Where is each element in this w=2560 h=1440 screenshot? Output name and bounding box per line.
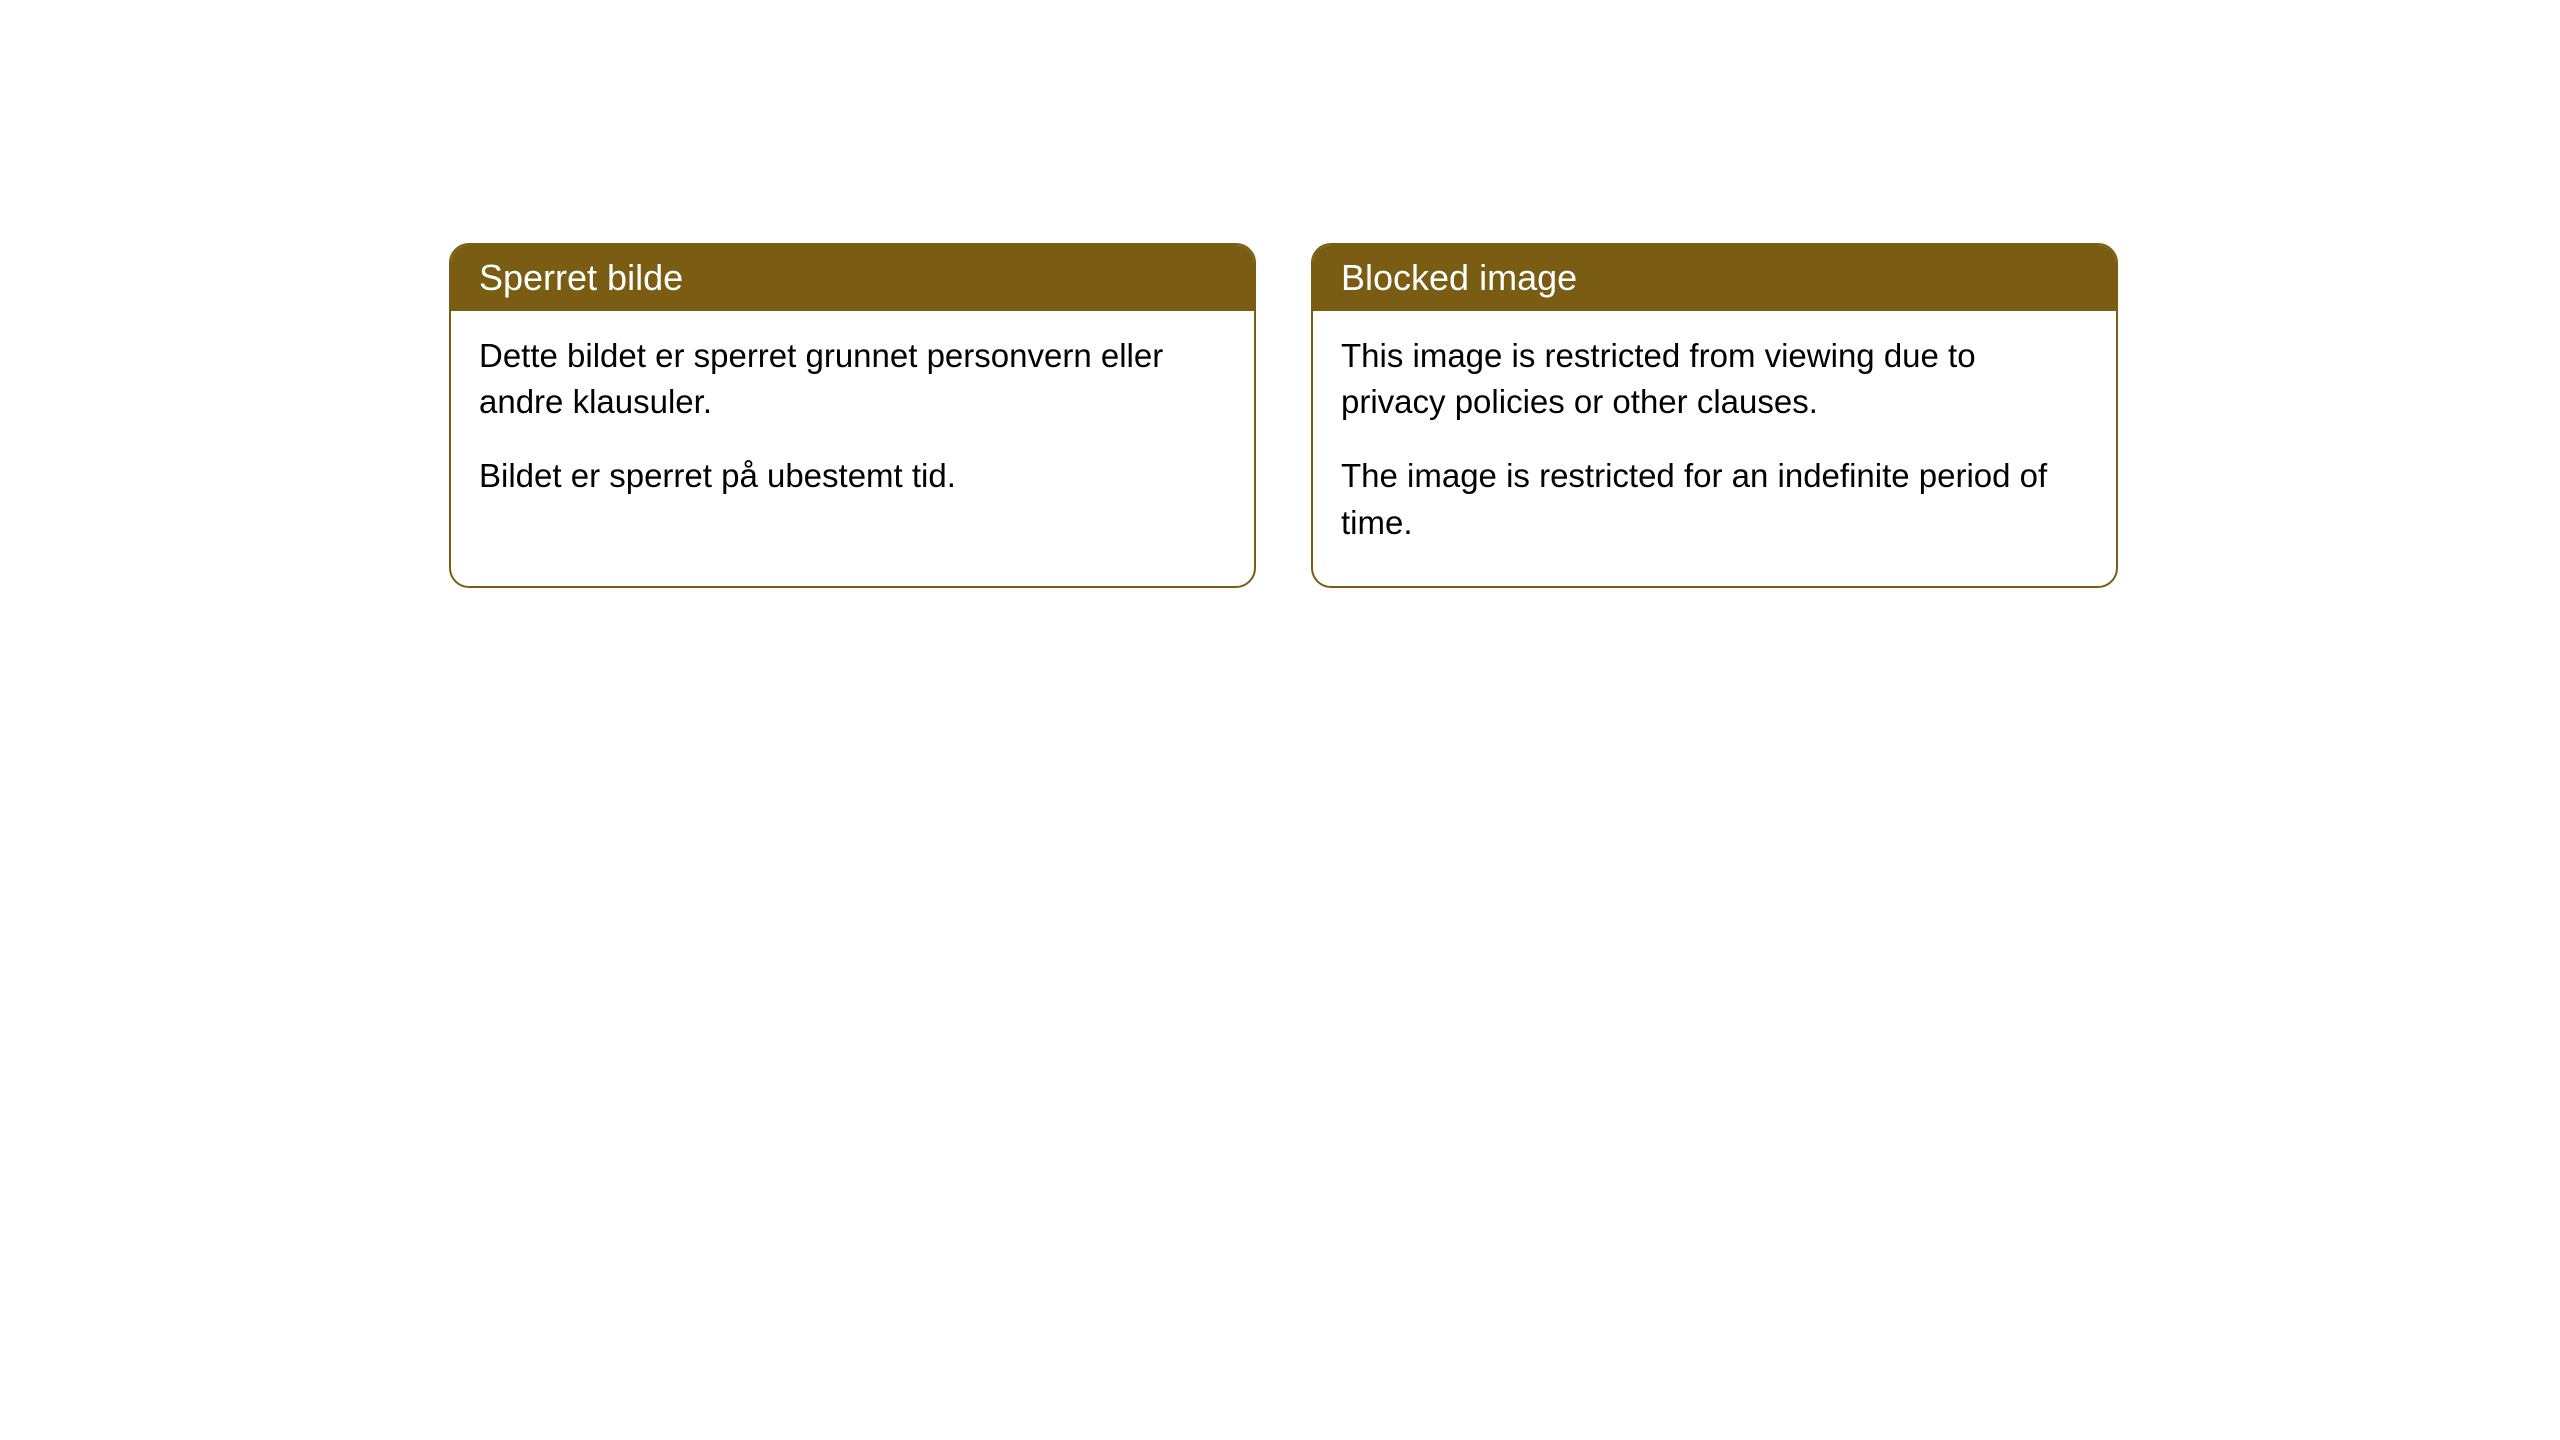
card-paragraph: Dette bildet er sperret grunnet personve…	[479, 333, 1226, 425]
card-body: Dette bildet er sperret grunnet personve…	[451, 311, 1254, 540]
card-paragraph: Bildet er sperret på ubestemt tid.	[479, 453, 1226, 499]
card-header: Blocked image	[1313, 245, 2116, 311]
card-header: Sperret bilde	[451, 245, 1254, 311]
card-title: Sperret bilde	[479, 257, 683, 298]
notice-cards-container: Sperret bilde Dette bildet er sperret gr…	[449, 243, 2118, 588]
blocked-image-card-english: Blocked image This image is restricted f…	[1311, 243, 2118, 588]
blocked-image-card-norwegian: Sperret bilde Dette bildet er sperret gr…	[449, 243, 1256, 588]
card-paragraph: This image is restricted from viewing du…	[1341, 333, 2088, 425]
card-title: Blocked image	[1341, 257, 1577, 298]
card-body: This image is restricted from viewing du…	[1313, 311, 2116, 586]
card-paragraph: The image is restricted for an indefinit…	[1341, 453, 2088, 545]
